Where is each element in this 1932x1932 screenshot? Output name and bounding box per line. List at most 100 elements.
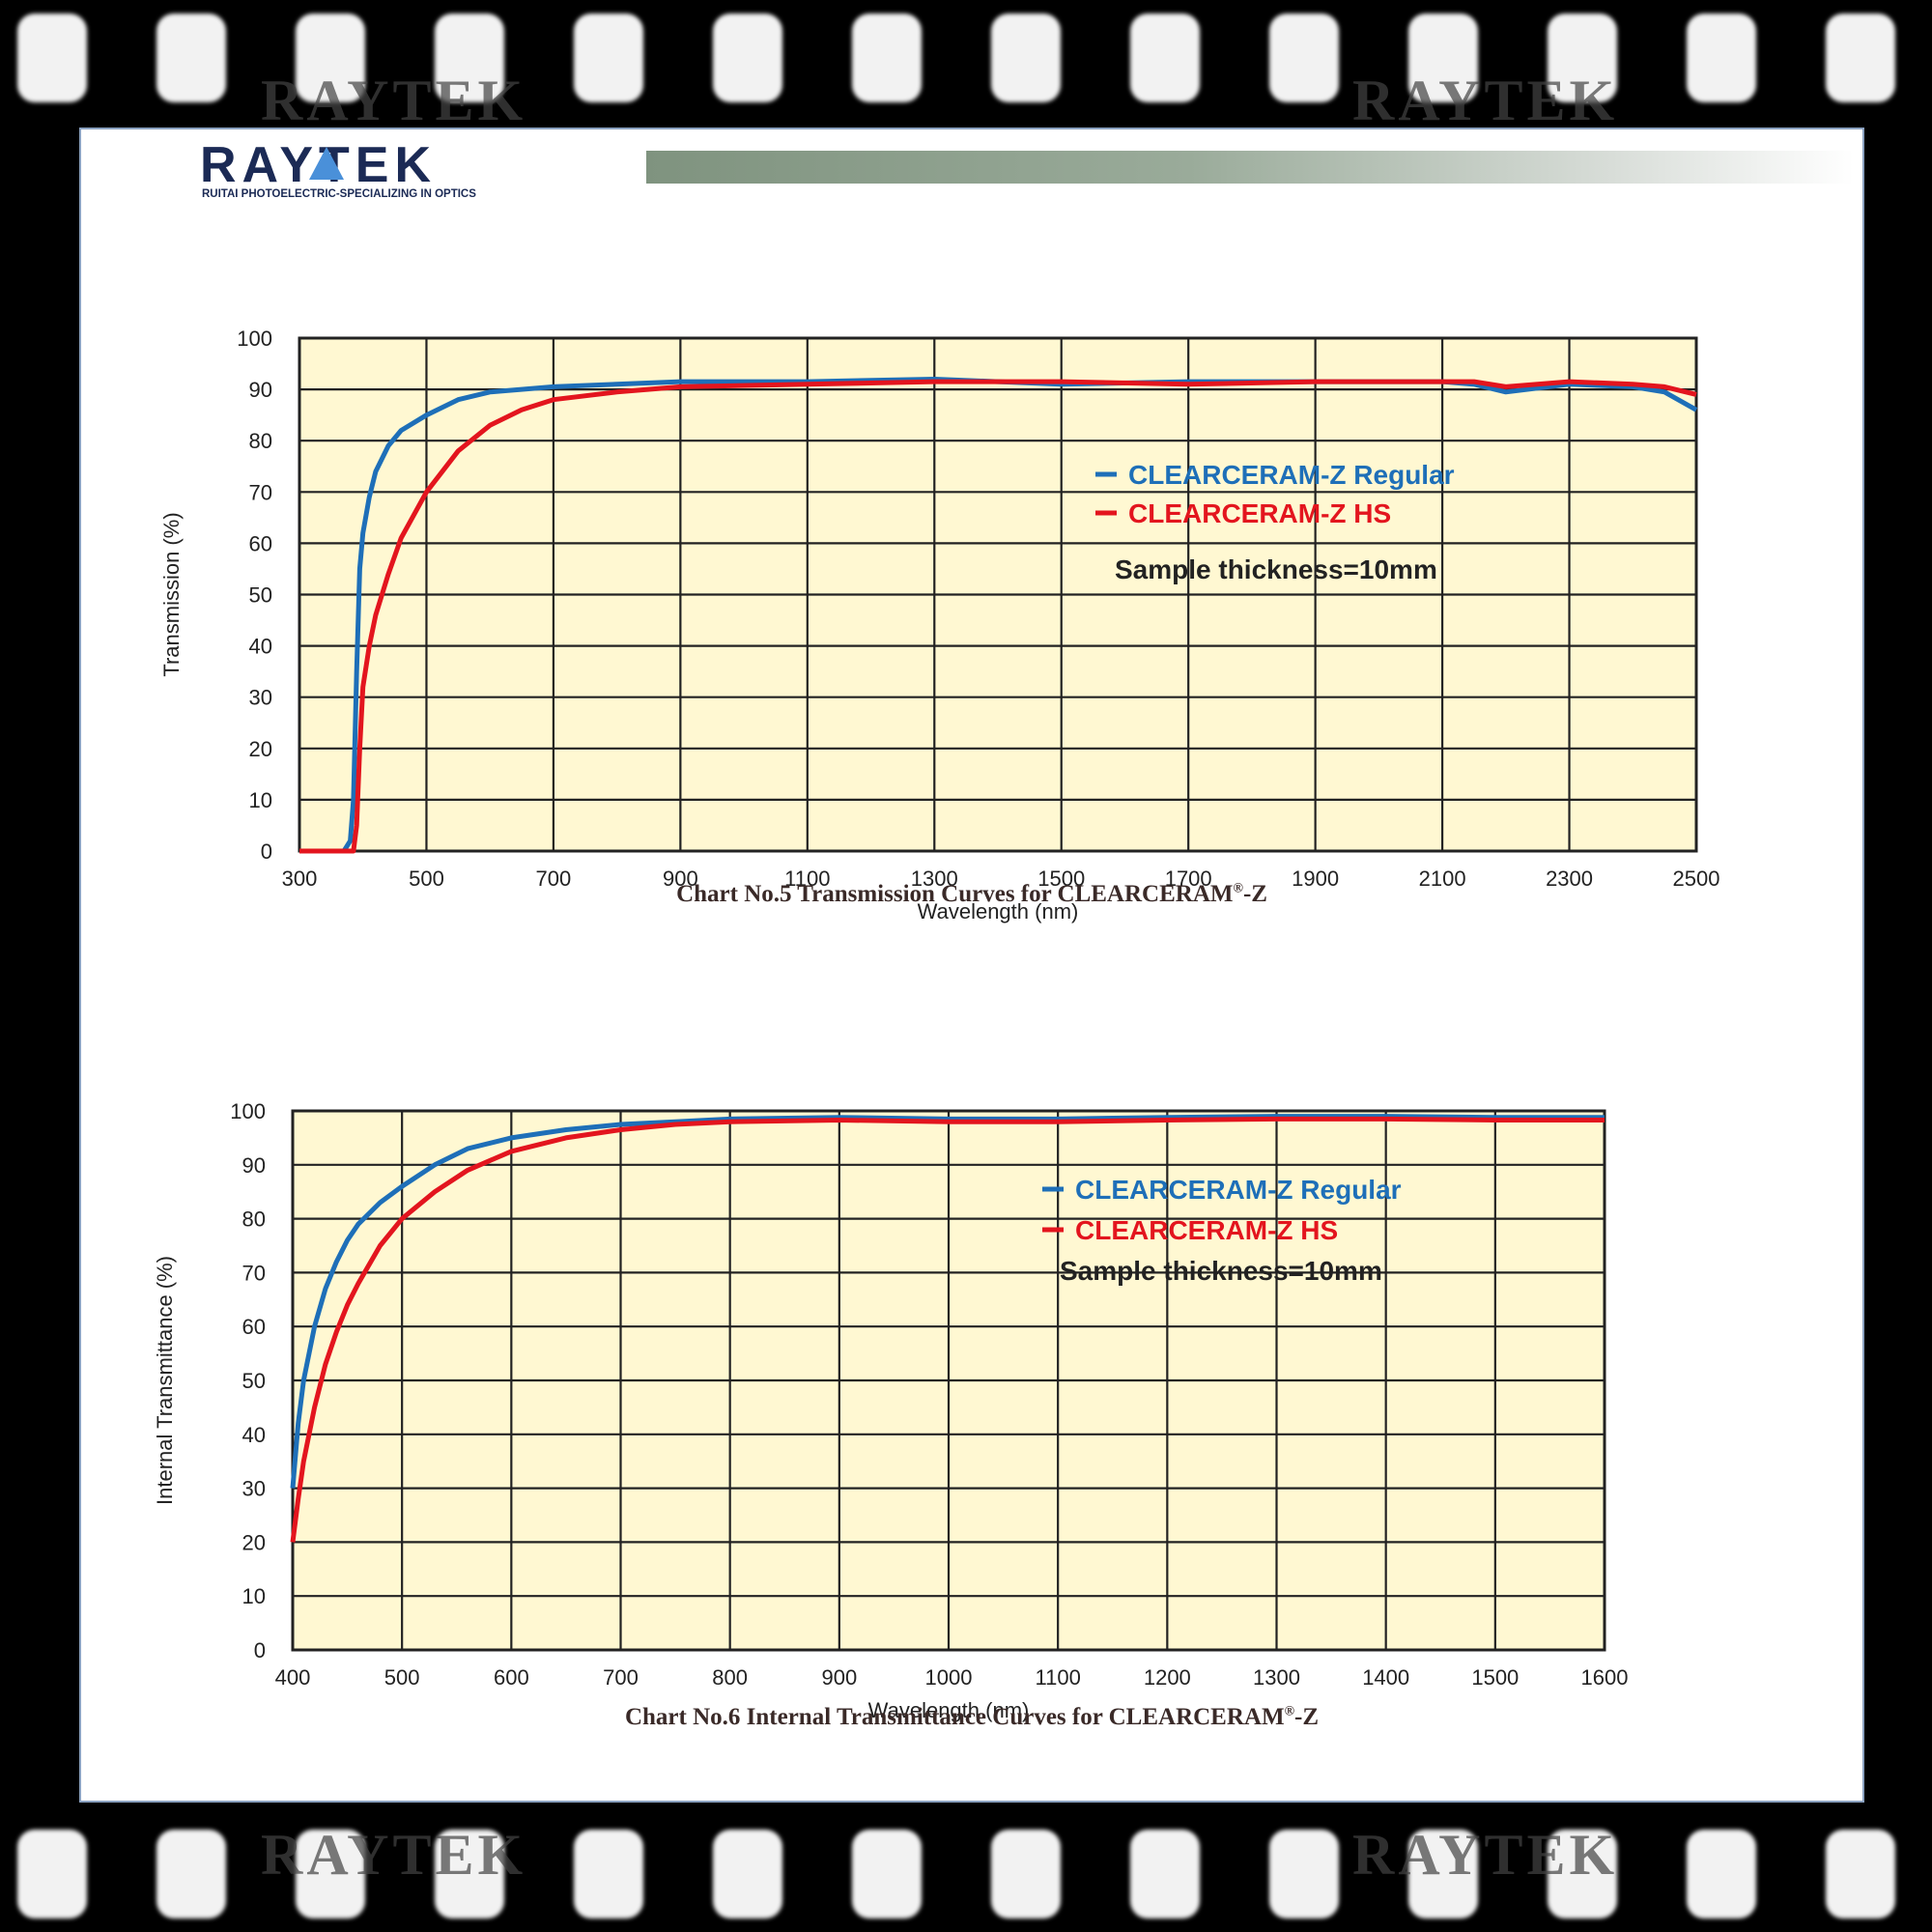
internal-transmittance-chart: 400 500 600 700 800 900 1000 1100 1200 1300 1400 15… — [153, 1099, 1629, 1722]
legend-label: CLEARCERAM-Z HS — [1128, 498, 1391, 528]
y-tick-label: 70 — [249, 480, 272, 504]
chart-5-caption: Chart No.5 Transmission Curves for CLEAR… — [81, 881, 1862, 908]
sprocket-hole — [1269, 1830, 1339, 1918]
sprocket-hole — [1687, 14, 1756, 102]
x-tick-label: 2300 — [1546, 867, 1593, 891]
film-ghost-text: RAYTEK — [1352, 1823, 1619, 1887]
x-tick-label: 700 — [536, 867, 572, 891]
x-tick-label: 1900 — [1292, 867, 1339, 891]
x-tick-label: 1400 — [1362, 1665, 1409, 1690]
sprocket-hole — [574, 1830, 643, 1918]
registered-mark: ® — [1233, 881, 1243, 896]
plot-frame — [298, 336, 1698, 853]
sprocket-hole — [852, 14, 922, 102]
x-tick-label: 1200 — [1144, 1665, 1191, 1690]
legend-label: CLEARCERAM-Z Regular — [1128, 460, 1455, 490]
x-tick-label: 800 — [712, 1665, 748, 1690]
chart-5-caption-suffix: -Z — [1242, 881, 1267, 907]
transmission-chart: 300 500 700 900 1100 1300 1500 1700 1900 2100 2300… — [159, 327, 1720, 923]
y-tick-label: 100 — [230, 1099, 266, 1123]
x-tick-label: 1500 — [1037, 867, 1085, 891]
sprocket-hole — [1130, 14, 1200, 102]
document-sheet: RAYTEK RUITAI PHOTOELECTRIC-SPECIALIZING… — [79, 128, 1864, 1803]
chart-5-caption-text: Chart No.5 Transmission Curves for CLEAR… — [676, 881, 1234, 907]
y-tick-label: 0 — [261, 839, 272, 864]
sprocket-hole — [17, 14, 87, 102]
y-tick-label: 100 — [237, 327, 272, 351]
sprocket-hole — [1548, 14, 1617, 102]
sprocket-hole — [852, 1830, 922, 1918]
y-tick-label: 50 — [242, 1369, 266, 1393]
sprocket-hole — [156, 1830, 226, 1918]
x-tick-label: 2500 — [1673, 867, 1720, 891]
y-tick-label: 60 — [249, 531, 272, 555]
y-axis-label: Transmission (%) — [159, 512, 184, 676]
y-tick-label: 20 — [249, 737, 272, 761]
sprocket-hole — [1408, 1830, 1478, 1918]
x-tick-label: 500 — [409, 867, 444, 891]
sprocket-hole — [1408, 14, 1478, 102]
y-tick-label: 40 — [249, 635, 272, 659]
chart-6-caption: Chart No.6 Internal Transmittance Curves… — [81, 1704, 1862, 1731]
legend-label: CLEARCERAM-Z Regular — [1075, 1175, 1402, 1205]
sprocket-hole — [1269, 14, 1339, 102]
y-tick-label: 90 — [249, 378, 272, 402]
x-tick-label: 1000 — [925, 1665, 973, 1690]
sprocket-hole — [1687, 1830, 1756, 1918]
sprocket-hole — [574, 14, 643, 102]
series-line — [290, 1116, 1605, 1543]
y-axis-label: Internal Transmittance (%) — [153, 1256, 177, 1505]
logo-wordmark: RAYTEK — [200, 141, 437, 193]
sprocket-hole — [1826, 14, 1895, 102]
x-tick-label: 1300 — [1253, 1665, 1300, 1690]
sprocket-hole — [713, 14, 782, 102]
x-tick-label: 700 — [603, 1665, 639, 1690]
film-ghost-text: RAYTEK — [261, 1823, 527, 1887]
x-tick-label: 1100 — [1036, 1665, 1081, 1690]
chart-annotation: Sample thickness=10mm — [1115, 554, 1437, 584]
registered-mark: ® — [1284, 1704, 1295, 1719]
x-tick-label: 900 — [821, 1665, 857, 1690]
series-line — [299, 377, 1698, 854]
y-tick-label: 80 — [242, 1208, 266, 1232]
x-tick-label: 500 — [384, 1665, 420, 1690]
sprocket-hole — [1130, 1830, 1200, 1918]
x-tick-label: 300 — [282, 867, 318, 891]
x-tick-label: 1600 — [1581, 1665, 1629, 1690]
sprocket-hole — [1826, 1830, 1895, 1918]
y-tick-label: 10 — [249, 788, 272, 812]
x-tick-label: 400 — [275, 1665, 311, 1690]
x-tick-label: 1700 — [1165, 867, 1212, 891]
sprocket-hole — [435, 14, 504, 102]
x-axis-label: Wavelength (nm) — [868, 1698, 1030, 1722]
sprocket-hole — [156, 14, 226, 102]
y-tick-label: 80 — [249, 429, 272, 453]
sprocket-hole — [296, 14, 365, 102]
y-tick-label: 30 — [249, 686, 272, 710]
film-ghost-text: RAYTEK — [261, 69, 527, 132]
film-strip-bottom: RAYTEK RAYTEK — [0, 1803, 1932, 1932]
sprocket-hole — [991, 1830, 1061, 1918]
y-tick-label: 60 — [242, 1315, 266, 1339]
plot-frame — [291, 1109, 1606, 1652]
chart-6-caption-suffix: -Z — [1294, 1704, 1320, 1730]
legend-label: CLEARCERAM-Z HS — [1075, 1215, 1338, 1245]
sprocket-hole — [1548, 1830, 1617, 1918]
y-tick-label: 10 — [242, 1584, 266, 1608]
sprocket-hole — [296, 1830, 365, 1918]
chart-annotation: Sample thickness=10mm — [1060, 1256, 1382, 1286]
x-axis-label: Wavelength (nm) — [918, 899, 1079, 923]
x-tick-label: 1500 — [1471, 1665, 1519, 1690]
series-line — [299, 379, 1697, 854]
film-ghost-text: RAYTEK — [1352, 69, 1619, 132]
series-line — [290, 1114, 1605, 1489]
x-tick-label: 2100 — [1419, 867, 1466, 891]
y-tick-label: 20 — [242, 1530, 266, 1554]
y-tick-label: 70 — [242, 1261, 266, 1285]
logo-triangle-icon — [309, 147, 344, 180]
y-tick-label: 40 — [242, 1423, 266, 1447]
x-tick-label: 600 — [494, 1665, 529, 1690]
sprocket-hole — [435, 1830, 504, 1918]
sprocket-hole — [991, 14, 1061, 102]
y-tick-label: 30 — [242, 1477, 266, 1501]
